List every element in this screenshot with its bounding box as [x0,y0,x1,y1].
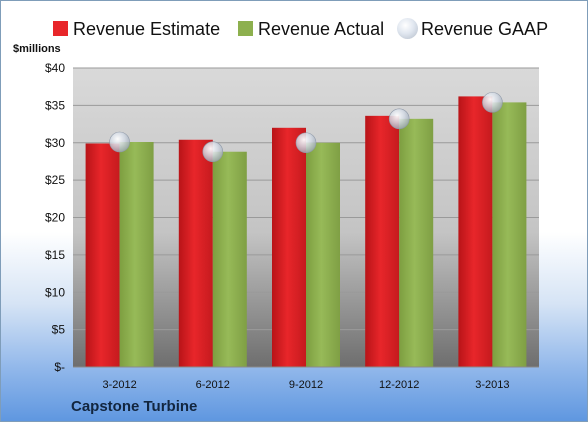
y-tick-label: $25 [45,173,65,187]
y-tick-label: $30 [45,136,65,150]
x-tick-label: 3-2012 [102,379,136,391]
legend-label-gaap: Revenue GAAP [421,19,549,39]
marker-revenue-gaap [295,132,317,154]
y-tick-label: $10 [45,285,65,299]
x-tick-label: 6-2012 [196,379,230,391]
bar-revenue-actual [119,142,154,367]
bar-revenue-estimate [272,127,306,367]
bar-revenue-estimate [178,139,213,367]
x-tick-label: 9-2012 [289,379,323,391]
bar-revenue-actual [306,142,340,367]
y-tick-label: $5 [52,323,66,337]
company-name: Capstone Turbine [71,398,198,415]
y-tick-label: $20 [45,211,65,225]
bar-revenue-estimate [365,115,400,367]
bar-revenue-actual [212,151,247,367]
y-axis-ticks: $- $5 $10 $15 $20 $25 $30 $35 $40 [45,61,65,374]
legend: Revenue Estimate Revenue Actual Revenue … [1,1,587,53]
legend-label-estimate: Revenue Estimate [73,19,221,39]
bar-revenue-actual [492,102,527,367]
y-tick-label: $- [54,360,65,374]
gaap-markers [109,92,503,163]
marker-revenue-gaap [388,108,410,130]
legend-swatch-estimate [53,21,68,36]
bar-revenue-actual [399,118,434,367]
marker-revenue-gaap [109,131,130,153]
legend-swatch-gaap [397,18,418,39]
x-tick-label: 12-2012 [379,379,419,391]
y-tick-label: $35 [45,98,65,112]
marker-revenue-gaap [482,92,503,113]
y-tick-label: $40 [45,61,65,75]
x-axis-ticks: 3-2012 6-2012 9-2012 12-2012 3-2013 [102,379,509,391]
bar-revenue-estimate [85,143,120,367]
bar-revenue-estimate [458,96,493,367]
legend-swatch-actual [238,21,253,36]
x-tick-label: 3-2013 [475,379,509,391]
y-axis-units-label: $millions [13,43,61,55]
marker-revenue-gaap [202,141,224,163]
bars [85,96,527,367]
y-tick-label: $15 [45,248,65,262]
legend-label-actual: Revenue Actual [258,19,385,39]
